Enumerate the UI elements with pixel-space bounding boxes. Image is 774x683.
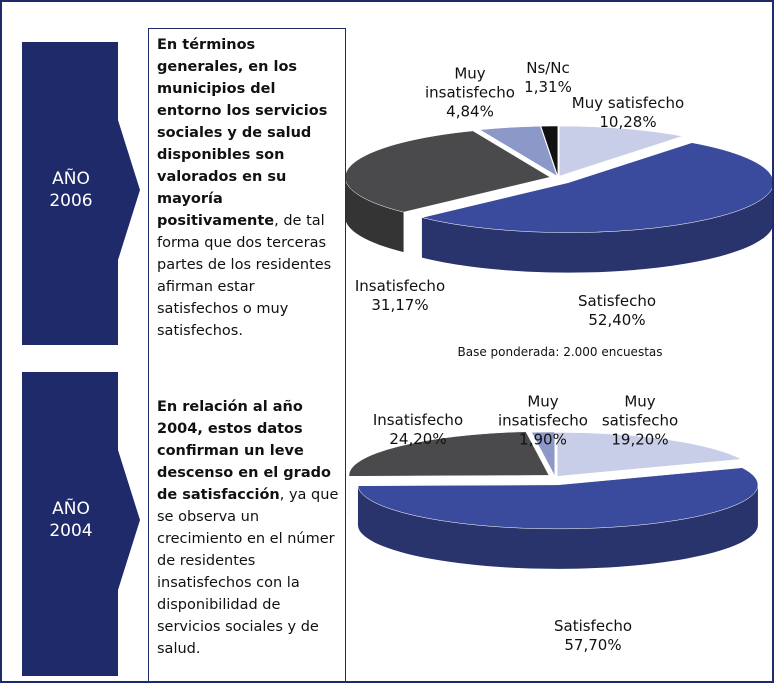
category-label: Insatisfecho: [372, 411, 464, 429]
slice-label: Muy satisfecho 19,20%: [595, 393, 685, 450]
category-label: Satisfecho: [553, 617, 633, 635]
bold-text: En términos generales, en los municipios…: [157, 37, 328, 229]
slice-label: Insatisfecho 24,20%: [358, 411, 478, 449]
value-label: 31,17%: [371, 296, 429, 314]
pie-slice-side: [421, 182, 774, 273]
value-label: 52,40%: [588, 311, 646, 329]
slice-label: Muy insatisfecho 4,84%: [415, 65, 525, 122]
category-label: Insatisfecho: [354, 277, 446, 295]
category-label: Muy insatisfecho: [425, 64, 515, 102]
value-label: 1,31%: [524, 78, 572, 96]
slice-label: Ns/Nc 1,31%: [518, 59, 578, 97]
year-arrow: [22, 42, 140, 345]
slice-label: Insatisfecho 31,17%: [340, 277, 460, 315]
pie-slice: [479, 125, 558, 177]
pie-slice: [559, 125, 683, 177]
pie-slice: [540, 125, 559, 177]
value-label: 4,84%: [446, 102, 494, 121]
category-label: Muy insatisfecho: [498, 392, 588, 430]
year-label: AÑO 2004: [49, 499, 93, 541]
paragraph: En relación al año 2004, estos datos con…: [157, 396, 339, 660]
slice-label: Satisfecho 52,40%: [557, 292, 677, 330]
year-label: AÑO 2006: [49, 169, 93, 211]
text: , de tal forma que dos terceras partes d…: [157, 213, 332, 339]
pie-slice: [421, 142, 774, 233]
category-label: Ns/Nc: [526, 59, 570, 77]
year-arrow: [22, 372, 140, 676]
text-box: [148, 28, 346, 683]
pie-slice: [531, 431, 556, 477]
value-label: 1,90%: [519, 430, 567, 449]
chart-note: Base ponderada: 2.000 encuestas: [457, 345, 663, 359]
paragraph: En términos generales, en los municipios…: [157, 34, 339, 342]
text: , ya que se observa un crecimiento en el…: [157, 487, 339, 657]
value-label: 57,70%: [564, 636, 622, 654]
value-label: 19,20%: [611, 430, 669, 449]
slice-label: Muy satisfecho 10,28%: [528, 94, 728, 132]
category-label: Satisfecho: [577, 292, 657, 310]
pie-slice: [556, 432, 743, 477]
value-label: 24,20%: [389, 430, 447, 448]
pie-slice-side: [357, 484, 758, 569]
slice-label: Muy insatisfecho 1,90%: [493, 393, 593, 450]
category-label: Muy satisfecho: [601, 392, 679, 430]
pie-slice: [357, 467, 759, 530]
slice-label: Satisfecho 57,70%: [533, 617, 653, 655]
bold-text: En relación al año 2004, estos datos con…: [157, 399, 331, 503]
value-label: 10,28%: [599, 113, 657, 131]
category-label: Muy satisfecho: [571, 94, 685, 112]
pie-slice: [344, 130, 551, 213]
pie-slice: [348, 431, 550, 477]
